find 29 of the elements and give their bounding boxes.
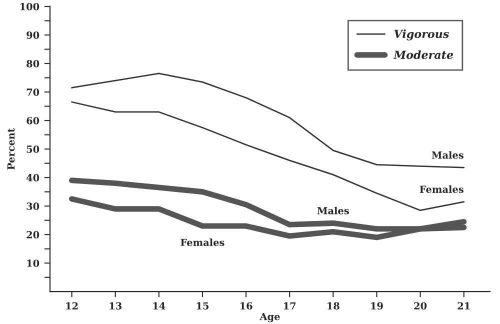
y-tick-label: 100 — [20, 2, 40, 10]
x-tick-label: 21 — [458, 302, 470, 310]
annotation: Females — [180, 238, 224, 246]
x-axis-title: Age — [260, 312, 280, 322]
x-tick-label: 18 — [328, 302, 340, 310]
y-tick-label: 10 — [27, 260, 40, 267]
x-tick-label: 16 — [240, 302, 252, 310]
x-tick-label: 17 — [284, 302, 296, 310]
annotation: Males — [432, 151, 464, 159]
y-tick-label: 90 — [26, 31, 40, 39]
y-tick-label: 50 — [26, 146, 40, 153]
x-tick-label: 14 — [153, 302, 166, 310]
y-tick-label: 30 — [26, 202, 40, 210]
legend-label: Moderate — [393, 50, 454, 59]
y-tick-label: 80 — [26, 60, 40, 68]
legend-label: Vigorous — [394, 29, 449, 40]
y-tick-label: 70 — [26, 88, 40, 96]
x-tick-label: 20 — [414, 302, 427, 310]
x-tick-label: 15 — [196, 302, 209, 310]
y-tick-label: 20 — [26, 231, 40, 238]
x-tick-label: 12 — [66, 302, 78, 310]
annotation: Females — [420, 185, 464, 193]
annotation: Males — [317, 206, 349, 214]
y-tick-label: 40 — [26, 174, 40, 182]
line-series — [71, 72, 465, 168]
y-tick-label: 60 — [26, 117, 40, 124]
x-tick-label: 13 — [110, 302, 122, 310]
y-axis-title: Percent — [7, 128, 15, 170]
x-tick-label: 19 — [371, 302, 383, 310]
